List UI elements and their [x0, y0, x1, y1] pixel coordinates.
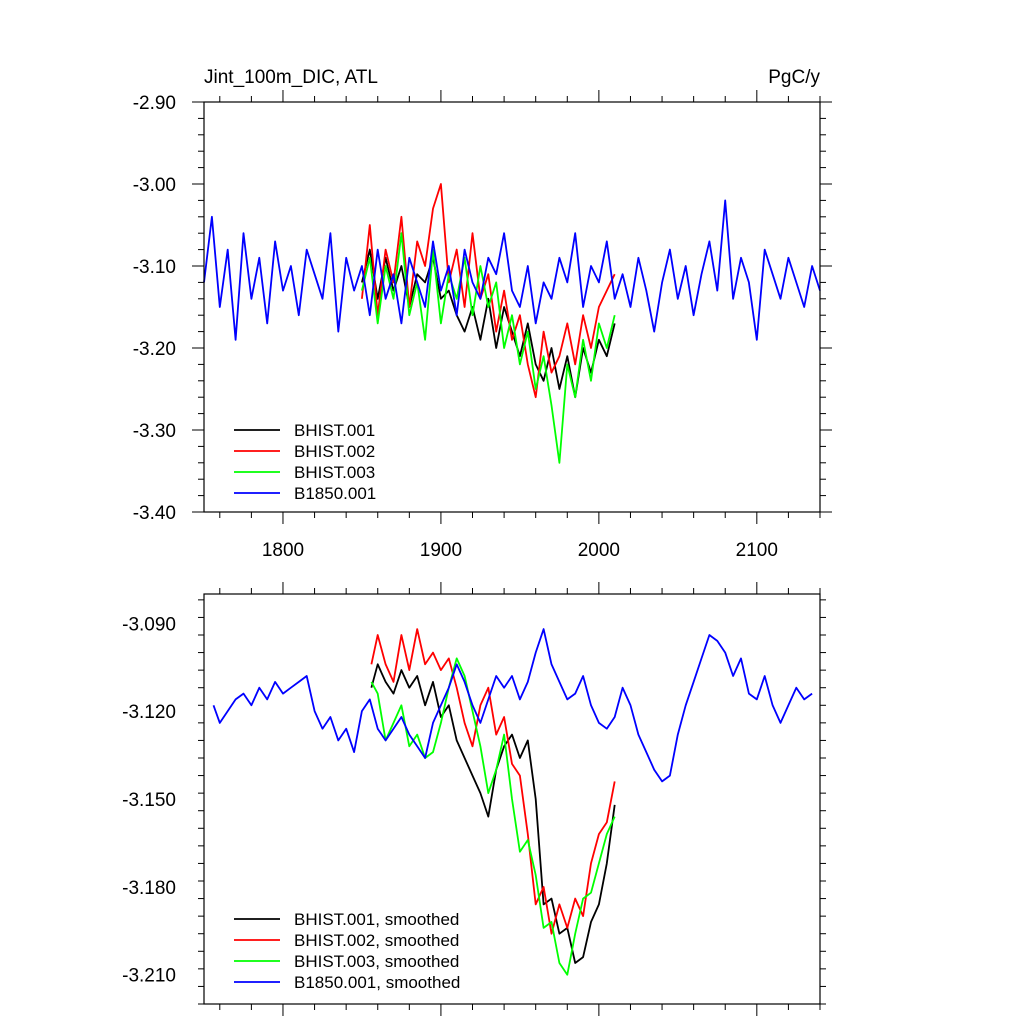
top-plot-frame — [203, 101, 821, 513]
bottom-legend-label: BHIST.001, smoothed — [294, 910, 459, 929]
bottom-y-tick-label: -3.120 — [122, 702, 176, 723]
top-series-group — [203, 183, 821, 464]
bottom-series-line-4 — [212, 628, 813, 783]
top-y-tick-label: -3.10 — [133, 257, 176, 278]
bottom-panel: -3.090 -3.120 -3.150 -3.180 -3.210 BHIST.001… — [122, 582, 826, 1016]
bottom-y-tick-label: -3.210 — [122, 966, 176, 987]
top-y-tick-label: -3.40 — [133, 503, 176, 524]
bottom-series-line-1 — [370, 663, 616, 964]
top-panel-units: PgC/y — [768, 67, 820, 88]
top-series-line-4 — [203, 199, 821, 341]
bottom-series-line-2 — [370, 628, 616, 935]
bottom-y-tick-label: -3.150 — [122, 790, 176, 811]
top-y-tick-label: -2.90 — [133, 93, 176, 114]
top-panel-title: Jint_100m_DIC, ATL — [204, 67, 378, 88]
bottom-legend-label: BHIST.003, smoothed — [294, 952, 459, 971]
top-x-tick-label: 1800 — [262, 540, 304, 561]
bottom-y-tick-label: -3.090 — [122, 614, 176, 635]
bottom-series-group — [212, 628, 813, 976]
top-x-tick-label: 1900 — [420, 540, 462, 561]
bottom-y-tick-label: -3.180 — [122, 878, 176, 899]
top-x-tick-label: 2000 — [578, 540, 620, 561]
top-legend-label: BHIST.002 — [294, 442, 375, 461]
top-legend-label: BHIST.001 — [294, 421, 375, 440]
top-y-tick-label: -3.00 — [133, 175, 176, 196]
top-series-line-2 — [361, 183, 616, 399]
top-legend-label: BHIST.003 — [294, 463, 375, 482]
top-y-tick-label: -3.30 — [133, 421, 176, 442]
top-panel: Jint_100m_DIC, ATL PgC/y 1800 1900 2000 210… — [133, 67, 832, 561]
top-series-line-1 — [361, 248, 616, 399]
bottom-axes: -3.090 -3.120 -3.150 -3.180 -3.210 — [122, 582, 826, 1016]
top-x-tick-label: 2100 — [736, 540, 778, 561]
bottom-legend-label: B1850.001, smoothed — [294, 973, 460, 992]
bottom-legend-label: BHIST.002, smoothed — [294, 931, 459, 950]
top-axes: 1800 1900 2000 2100 -2.90 -3.00 -3.10 -3.20 -3.3… — [133, 90, 832, 561]
top-series-line-3 — [361, 232, 616, 464]
top-legend-label: B1850.001 — [294, 484, 376, 503]
bottom-legend: BHIST.001, smoothed BHIST.002, smoothed BH… — [234, 910, 460, 992]
bottom-series-line-3 — [370, 657, 616, 976]
top-y-tick-label: -3.20 — [133, 339, 176, 360]
bottom-plot-frame — [203, 593, 821, 1005]
top-legend: BHIST.001 BHIST.002 BHIST.003 B1850.001 — [234, 421, 376, 503]
